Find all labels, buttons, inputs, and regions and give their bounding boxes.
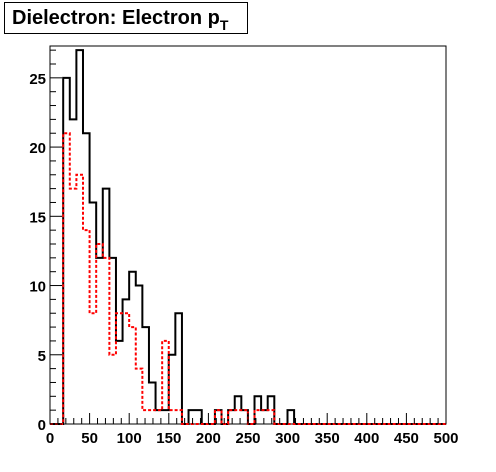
title-main: Dielectron: Electron p xyxy=(12,7,220,29)
x-tick-label: 450 xyxy=(394,430,419,447)
chart-title: Dielectron: Electron pT xyxy=(12,7,229,33)
series-line-1 xyxy=(50,132,446,425)
y-tick-label: 20 xyxy=(29,140,46,157)
axis-ticks: 0 50 100 150 200 250 300 350 400 450 500 0 5 10 15 20 25 xyxy=(29,49,459,447)
x-tick-label: 250 xyxy=(235,430,260,447)
x-tick-label: 200 xyxy=(196,430,221,447)
y-tick-label: 0 xyxy=(38,417,46,434)
title-text: Dielectron: Electron pT xyxy=(12,7,229,33)
title-subscript: T xyxy=(220,17,229,33)
y-tick-label: 15 xyxy=(29,209,46,226)
y-tick-label: 25 xyxy=(29,71,46,88)
x-tick-label: 0 xyxy=(46,430,54,447)
series-layer xyxy=(50,49,446,425)
x-tick-label: 300 xyxy=(275,430,300,447)
title-box xyxy=(4,2,248,34)
x-tick-label: 100 xyxy=(117,430,142,447)
y-tick-label: 5 xyxy=(38,348,46,365)
x-tick-label: 50 xyxy=(81,430,98,447)
x-tick-label: 500 xyxy=(433,430,458,447)
x-tick-label: 400 xyxy=(354,430,379,447)
series-line-0 xyxy=(50,49,446,425)
y-tick-label: 10 xyxy=(29,279,46,296)
x-tick-label: 150 xyxy=(156,430,181,447)
x-tick-label: 350 xyxy=(315,430,340,447)
